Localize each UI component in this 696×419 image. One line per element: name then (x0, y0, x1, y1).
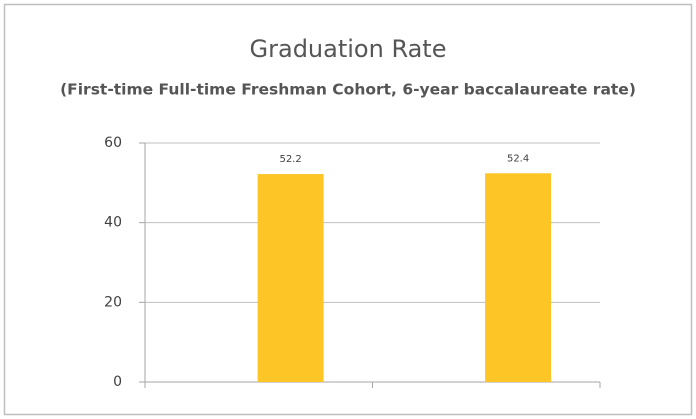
data-label: 52.4 (507, 153, 529, 164)
bar (485, 173, 552, 382)
y-tick-label: 20 (104, 294, 122, 310)
chart-subtitle: (First-time Full-time Freshman Cohort, 6… (60, 81, 636, 99)
y-tick-label: 60 (104, 135, 122, 151)
y-tick-label: 40 (104, 215, 122, 231)
data-label: 52.2 (279, 154, 301, 165)
chart-title: Graduation Rate (250, 35, 447, 63)
chart-frame (3, 3, 693, 416)
bar (257, 174, 324, 382)
y-tick-label: 0 (113, 374, 122, 390)
